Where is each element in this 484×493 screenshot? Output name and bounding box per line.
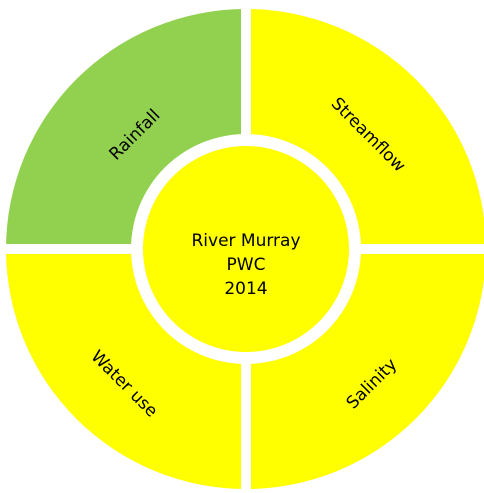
center-text: 2014: [224, 279, 267, 299]
center-circle: [143, 146, 349, 352]
center-text: PWC: [227, 255, 266, 275]
center-text: River Murray: [191, 231, 300, 251]
